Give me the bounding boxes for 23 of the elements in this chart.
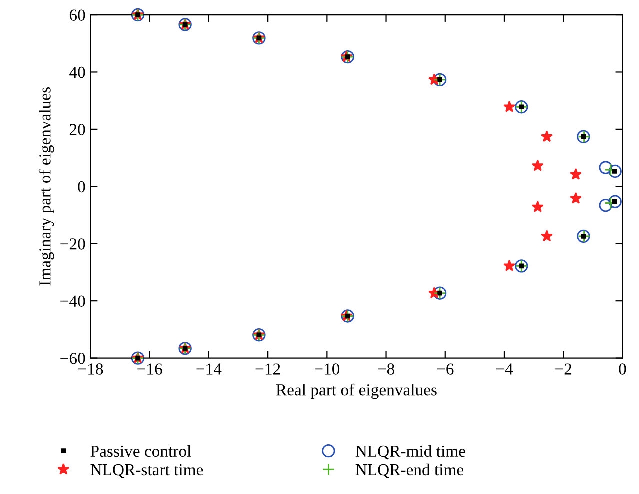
legend-label: NLQR-mid time <box>356 445 466 460</box>
y-tick-label: 20 <box>70 124 86 136</box>
x-axis-title: Real part of eigenvalues <box>276 384 437 400</box>
x-tick-label: −4 <box>496 364 514 375</box>
y-tick-label: −20 <box>60 238 86 250</box>
y-tick-label: 40 <box>70 66 86 78</box>
x-tick-label: 0 <box>619 364 626 375</box>
legend-label: NLQR-start time <box>90 464 204 478</box>
x-tick-label: −12 <box>256 364 280 375</box>
x-tick-label: −8 <box>378 364 395 375</box>
x-tick-label: −10 <box>314 364 340 375</box>
legend-label: NLQR-end time <box>356 464 464 478</box>
y-tick-label: 0 <box>78 181 86 193</box>
y-tick-label: −40 <box>60 296 86 308</box>
y-axis-title: Imaginary part of eigenvalues <box>38 88 54 286</box>
x-tick-label: −6 <box>437 364 454 375</box>
y-tick-label: 60 <box>70 10 86 21</box>
x-tick-label: −2 <box>556 364 572 375</box>
x-tick-label: −16 <box>138 364 162 375</box>
x-tick-label: −18 <box>78 364 104 375</box>
x-tick-label: −14 <box>196 364 222 375</box>
legend-label: Passive control <box>90 445 192 458</box>
y-tick-label: −60 <box>60 352 86 364</box>
